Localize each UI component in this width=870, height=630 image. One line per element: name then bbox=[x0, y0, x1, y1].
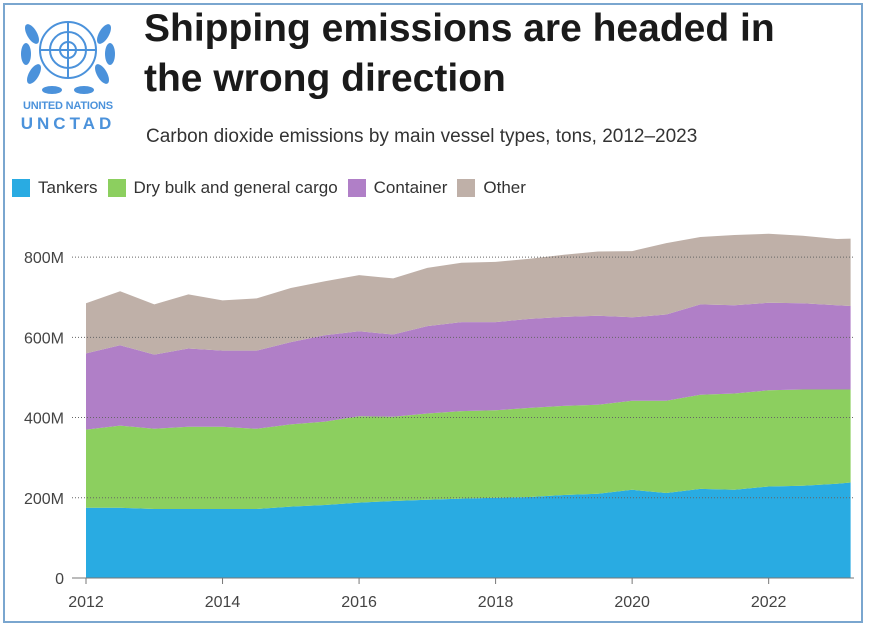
y-tick-label: 400M bbox=[24, 411, 64, 428]
chart-title-line-1: Shipping emissions are headed in bbox=[144, 7, 775, 50]
chart-legend: Tankers Dry bulk and general cargo Contain… bbox=[12, 176, 536, 200]
gridlines bbox=[72, 256, 854, 579]
unctad-logo: UNITED NATIONS UNCTAD bbox=[12, 4, 124, 144]
legend-label: Container bbox=[373, 178, 448, 197]
y-tick-label: 200M bbox=[24, 491, 64, 508]
legend-swatch bbox=[347, 179, 366, 197]
logo-unctad-text: UNCTAD bbox=[20, 114, 116, 133]
logo-united-nations-text: UNITED NATIONS bbox=[23, 100, 113, 112]
chart-frame bbox=[3, 3, 863, 623]
chart-title-line-2: the wrong direction bbox=[144, 57, 506, 100]
legend-label: Other bbox=[483, 178, 526, 197]
legend-label: Dry bulk and general cargo bbox=[133, 178, 338, 197]
legend-item-container: Container bbox=[347, 178, 448, 198]
legend-item-other: Other bbox=[457, 178, 526, 198]
area-container bbox=[86, 302, 851, 430]
legend-label: Tankers bbox=[38, 178, 98, 197]
legend-swatch bbox=[107, 179, 126, 197]
area-tankers bbox=[86, 482, 851, 578]
x-tick-label: 2016 bbox=[341, 594, 377, 611]
y-axis: 0 200M 400M 600M 800M bbox=[24, 250, 64, 588]
un-emblem-icon bbox=[21, 21, 115, 94]
legend-item-tankers: Tankers bbox=[12, 178, 98, 198]
area-dry-bulk-and-general-cargo bbox=[86, 389, 851, 509]
legend-swatch bbox=[12, 179, 30, 197]
x-axis: 2012 2014 2016 2018 2020 2022 bbox=[68, 578, 787, 611]
legend-swatch bbox=[457, 179, 476, 197]
area-layers bbox=[86, 233, 851, 578]
x-tick-label: 2012 bbox=[68, 594, 104, 611]
x-tick-label: 2022 bbox=[751, 594, 787, 611]
x-tick-label: 2014 bbox=[205, 594, 241, 611]
legend-item-dry-bulk-and-general-cargo: Dry bulk and general cargo bbox=[107, 178, 338, 198]
y-tick-label: 0 bbox=[55, 571, 64, 588]
chart-title: Shipping emissions are headed in the wro… bbox=[144, 4, 854, 104]
chart-subtitle: Carbon dioxide emissions by main vessel … bbox=[146, 126, 698, 147]
x-tick-label: 2018 bbox=[478, 594, 514, 611]
area-other bbox=[86, 233, 851, 355]
y-tick-label: 800M bbox=[24, 250, 64, 267]
x-tick-label: 2020 bbox=[614, 594, 650, 611]
y-tick-label: 600M bbox=[24, 330, 64, 347]
